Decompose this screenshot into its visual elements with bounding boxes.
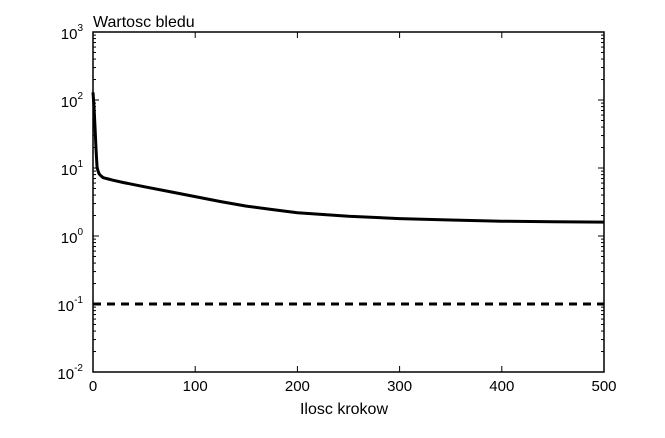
y-tick-label: 101 (61, 159, 84, 179)
y-tick-label: 100 (61, 227, 84, 247)
error-series-line (91, 92, 605, 224)
y-tick-label: 10-2 (57, 363, 83, 383)
x-tick-label: 300 (387, 378, 412, 395)
x-tick-label: 100 (183, 378, 208, 395)
y-tick-label: 10-1 (57, 295, 83, 315)
y-tick-label: 103 (61, 23, 84, 43)
x-tick-label: 400 (489, 378, 514, 395)
chart-title: Wartosc bledu (93, 14, 195, 31)
x-tick-label: 500 (591, 378, 616, 395)
plot-area-frame (92, 31, 605, 373)
x-tick-label: 0 (89, 378, 97, 395)
series-group (91, 92, 605, 306)
x-axis-label: Ilosc krokow (300, 401, 388, 418)
axis-ticks: 0 100 200 300 400 500 10-2 10-1 100 101 102 103 (57, 23, 616, 395)
x-tick-label: 200 (285, 378, 310, 395)
y-tick-label: 102 (61, 91, 84, 111)
